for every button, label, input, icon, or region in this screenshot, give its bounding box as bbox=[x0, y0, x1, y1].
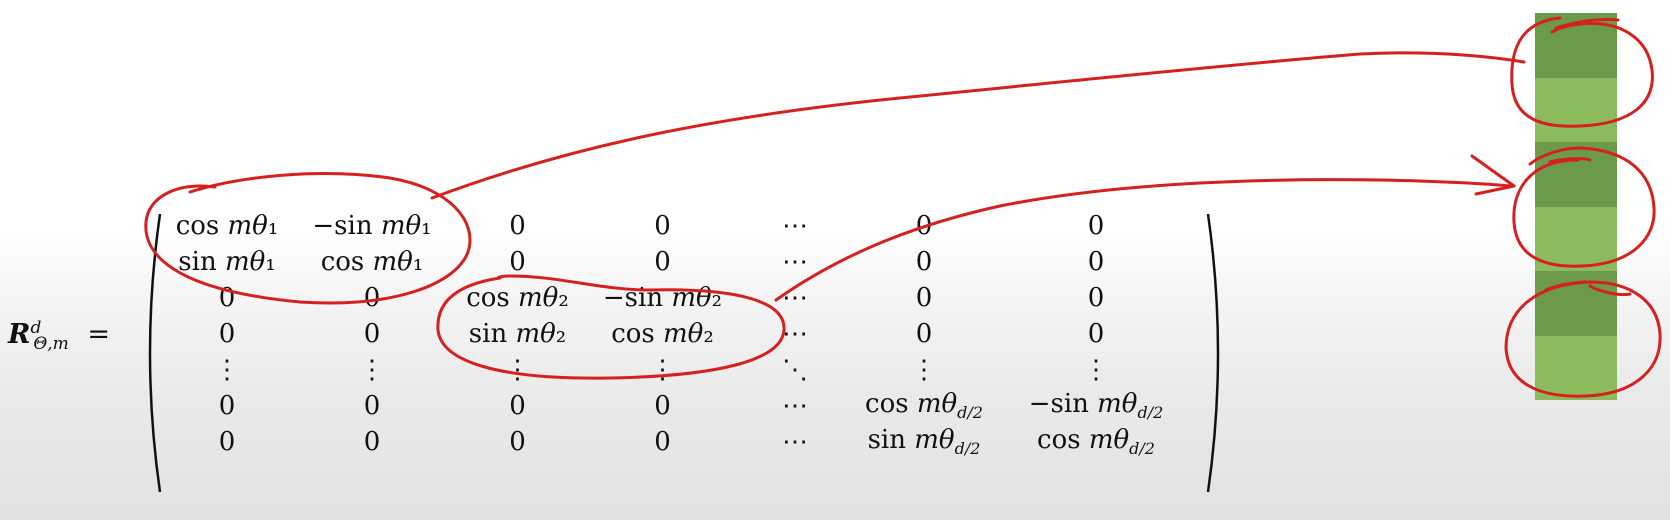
matrix-cell: ⋮ bbox=[649, 355, 676, 385]
rotation-matrix-label: RdΘ,m = bbox=[8, 318, 133, 378]
matrix-cell: ⋮ bbox=[214, 355, 240, 385]
vector-segment-dark bbox=[1535, 13, 1617, 78]
matrix-cell: 0 bbox=[509, 427, 526, 457]
matrix-cell: cos mθ₁ bbox=[175, 211, 279, 241]
matrix-cell: 0 bbox=[654, 247, 671, 277]
matrix-cell: sin mθd/2 bbox=[867, 424, 981, 459]
matrix-cell: −sin mθ₂ bbox=[602, 283, 723, 313]
matrix-cell: cos mθd/2 bbox=[865, 388, 983, 423]
vector-segment-light bbox=[1535, 335, 1617, 400]
matrix-cell: 0 bbox=[1087, 247, 1105, 277]
matrix-row: sin mθ₁ cos mθ₁ 0 0 ⋯ 0 0 bbox=[160, 244, 1194, 280]
vector-segment-dark bbox=[1535, 271, 1617, 336]
equals-sign: = bbox=[87, 319, 111, 350]
matrix-cell: 0 bbox=[654, 427, 671, 457]
right-parenthesis bbox=[1206, 213, 1220, 493]
matrix-cell: 0 bbox=[509, 211, 526, 241]
arrow-head-2 bbox=[1470, 154, 1516, 196]
matrix-superscript: d bbox=[30, 318, 42, 338]
matrix-cell: sin mθ₁ bbox=[178, 247, 276, 277]
matrix-cell: ⋱ bbox=[782, 355, 808, 385]
arrow-to-pair-1 bbox=[430, 51, 1526, 200]
matrix-cell: 0 bbox=[509, 247, 526, 277]
rotation-matrix: cos mθ₁ −sin mθ₁ 0 0 ⋯ 0 0 sin mθ₁ cos mθ₁ 0 0 ⋯ 0 0 0… bbox=[138, 208, 1220, 498]
matrix-cell: 0 bbox=[218, 283, 236, 313]
matrix-rows: cos mθ₁ −sin mθ₁ 0 0 ⋯ 0 0 sin mθ₁ cos mθ₁ 0 0 ⋯ 0 0 0… bbox=[160, 208, 1194, 460]
matrix-cell: ⋮ bbox=[359, 355, 385, 385]
matrix-table: cos mθ₁ −sin mθ₁ 0 0 ⋯ 0 0 sin mθ₁ cos mθ₁ 0 0 ⋯ 0 0 0… bbox=[160, 208, 1194, 460]
matrix-cell: 0 bbox=[363, 427, 381, 457]
matrix-cell: 0 bbox=[915, 247, 933, 277]
matrix-cell: 0 bbox=[915, 283, 933, 313]
embedding-vector bbox=[1535, 13, 1617, 400]
matrix-cell: 0 bbox=[509, 391, 526, 421]
matrix-cell: 0 bbox=[654, 211, 671, 241]
vector-segment-dark bbox=[1535, 142, 1617, 207]
matrix-cell: 0 bbox=[1087, 211, 1105, 241]
matrix-cell: cos mθ₂ bbox=[611, 319, 714, 349]
matrix-subscript: Θ,m bbox=[33, 334, 69, 355]
matrix-cell: 0 bbox=[363, 391, 381, 421]
matrix-cell: 0 bbox=[915, 211, 933, 241]
matrix-cell: 0 bbox=[915, 319, 933, 349]
matrix-cell: ⋯ bbox=[782, 283, 808, 313]
matrix-cell: cos mθ₁ bbox=[320, 247, 424, 277]
matrix-cell: ⋯ bbox=[782, 427, 808, 457]
matrix-cell: ⋮ bbox=[504, 355, 531, 385]
matrix-body: cos mθ₁ −sin mθ₁ 0 0 ⋯ 0 0 sin mθ₁ cos mθ₁ 0 0 ⋯ 0 0 0… bbox=[160, 208, 1220, 460]
matrix-cell: 0 bbox=[218, 391, 236, 421]
matrix-cell: cos mθd/2 bbox=[1037, 424, 1155, 459]
matrix-cell: 0 bbox=[218, 427, 236, 457]
vector-segment-light bbox=[1535, 206, 1617, 271]
matrix-cell: sin mθ₂ bbox=[468, 319, 567, 349]
matrix-cell: −sin mθd/2 bbox=[1028, 388, 1164, 423]
matrix-cell: 0 bbox=[218, 319, 236, 349]
matrix-cell: ⋯ bbox=[782, 391, 808, 421]
matrix-cell: 0 bbox=[1087, 283, 1105, 313]
matrix-cell: ⋯ bbox=[782, 211, 808, 241]
matrix-symbol: R bbox=[8, 319, 31, 350]
matrix-cell: ⋯ bbox=[782, 319, 808, 349]
matrix-cell: cos mθ₂ bbox=[466, 283, 569, 313]
matrix-row: ⋮ ⋮ ⋮ ⋮ ⋱ ⋮ ⋮ bbox=[160, 352, 1194, 388]
matrix-cell: 0 bbox=[363, 283, 381, 313]
matrix-row: 0 0 sin mθ₂ cos mθ₂ ⋯ 0 0 bbox=[160, 316, 1194, 352]
vector-segment-light bbox=[1535, 77, 1617, 142]
matrix-row: cos mθ₁ −sin mθ₁ 0 0 ⋯ 0 0 bbox=[160, 208, 1194, 244]
matrix-cell: ⋯ bbox=[782, 247, 808, 277]
matrix-cell: −sin mθ₁ bbox=[312, 211, 432, 241]
matrix-cell: 0 bbox=[1087, 319, 1105, 349]
matrix-row: 0 0 0 0 ⋯ cos mθd/2 −sin mθd/2 bbox=[160, 388, 1194, 424]
matrix-cell: 0 bbox=[654, 391, 671, 421]
matrix-cell: 0 bbox=[363, 319, 381, 349]
matrix-cell: ⋮ bbox=[1083, 355, 1109, 385]
matrix-row: 0 0 0 0 ⋯ sin mθd/2 cos mθd/2 bbox=[160, 424, 1194, 460]
matrix-cell: ⋮ bbox=[911, 355, 937, 385]
matrix-row: 0 0 cos mθ₂ −sin mθ₂ ⋯ 0 0 bbox=[160, 280, 1194, 316]
